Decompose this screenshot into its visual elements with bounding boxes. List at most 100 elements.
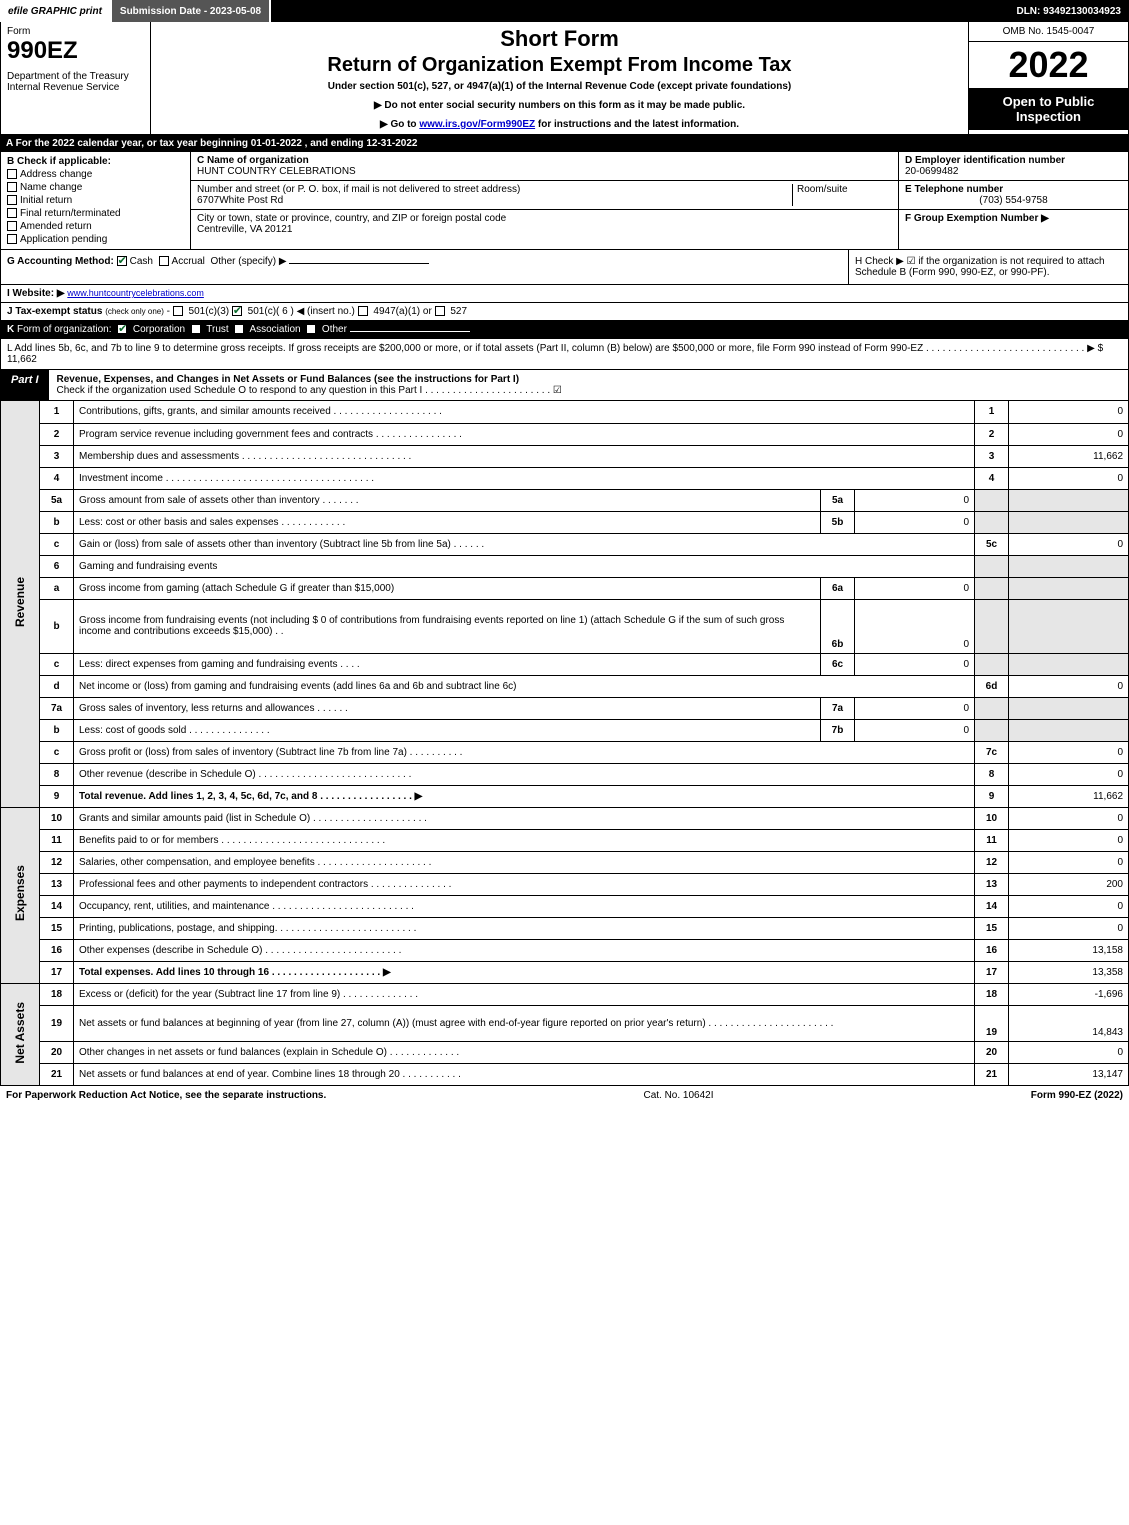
j-527-checkbox[interactable] (435, 306, 445, 316)
phone-value: (703) 554-9758 (905, 195, 1122, 206)
line-2-rn: 2 (975, 423, 1009, 445)
b-final-return[interactable]: Final return/terminated (7, 208, 184, 219)
line-6c-rshade (975, 653, 1009, 675)
line-20-rn: 20 (975, 1041, 1009, 1063)
header-left: Form 990EZ Department of the Treasury In… (1, 22, 151, 134)
line-6b-num: b (40, 599, 74, 653)
line-5c-rn: 5c (975, 533, 1009, 555)
line-6-num: 6 (40, 555, 74, 577)
b-address-change[interactable]: Address change (7, 169, 184, 180)
k-corp-checkbox[interactable] (117, 324, 127, 334)
org-address: 6707White Post Rd (197, 195, 283, 206)
line-5a-desc: Gross amount from sale of assets other t… (74, 489, 821, 511)
line-7b-desc: Less: cost of goods sold . . . . . . . .… (74, 719, 821, 741)
line-6d-num: d (40, 675, 74, 697)
section-def: D Employer identification number 20-0699… (898, 152, 1128, 249)
line-1-rn: 1 (975, 401, 1009, 423)
line-13-rn: 13 (975, 873, 1009, 895)
line-6b-sv: 0 (855, 599, 975, 653)
line-5c-desc: Gain or (loss) from sale of assets other… (74, 533, 975, 555)
irs-link[interactable]: www.irs.gov/Form990EZ (419, 119, 535, 130)
line-10-val: 0 (1009, 807, 1129, 829)
line-7a-rshade (975, 697, 1009, 719)
short-form-title: Short Form (155, 26, 964, 52)
footer-left: For Paperwork Reduction Act Notice, see … (6, 1090, 326, 1101)
form-subtitle: Under section 501(c), 527, or 4947(a)(1)… (155, 81, 964, 92)
g-accrual-checkbox[interactable] (159, 256, 169, 266)
g-label: G Accounting Method: (7, 256, 114, 267)
line-4-rn: 4 (975, 467, 1009, 489)
line-6a-sv: 0 (855, 577, 975, 599)
c-city-block: City or town, state or province, country… (191, 210, 898, 238)
line-7b-sn: 7b (821, 719, 855, 741)
b-amended-return[interactable]: Amended return (7, 221, 184, 232)
k-other-checkbox[interactable] (306, 324, 316, 334)
efile-print-label[interactable]: efile GRAPHIC print (0, 0, 112, 22)
line-5a-rvalshade (1009, 489, 1129, 511)
e-label: E Telephone number (905, 184, 1122, 195)
line-18-rn: 18 (975, 983, 1009, 1005)
line-6d-val: 0 (1009, 675, 1129, 697)
line-1-num: 1 (40, 401, 74, 423)
netassets-side-label: Net Assets (1, 983, 40, 1085)
line-12-rn: 12 (975, 851, 1009, 873)
line-6a-rshade (975, 577, 1009, 599)
line-1-desc: Contributions, gifts, grants, and simila… (74, 401, 975, 423)
line-5a-sn: 5a (821, 489, 855, 511)
c-addr-label: Number and street (or P. O. box, if mail… (197, 184, 520, 195)
line-6-rshade (975, 555, 1009, 577)
j-4947-checkbox[interactable] (358, 306, 368, 316)
note-goto: ▶ Go to www.irs.gov/Form990EZ for instru… (155, 119, 964, 130)
k-assoc-checkbox[interactable] (234, 324, 244, 334)
line-14-desc: Occupancy, rent, utilities, and maintena… (74, 895, 975, 917)
line-7a-sn: 7a (821, 697, 855, 719)
b-initial-return[interactable]: Initial return (7, 195, 184, 206)
line-8-num: 8 (40, 763, 74, 785)
line-12-num: 12 (40, 851, 74, 873)
line-6a-desc: Gross income from gaming (attach Schedul… (74, 577, 821, 599)
k-trust-checkbox[interactable] (191, 324, 201, 334)
line-7c-val: 0 (1009, 741, 1129, 763)
line-8-rn: 8 (975, 763, 1009, 785)
line-14-num: 14 (40, 895, 74, 917)
line-14-rn: 14 (975, 895, 1009, 917)
line-3-num: 3 (40, 445, 74, 467)
line-15-rn: 15 (975, 917, 1009, 939)
i-label: I Website: ▶ (7, 288, 65, 299)
b-application-pending[interactable]: Application pending (7, 234, 184, 245)
section-gh: G Accounting Method: Cash Accrual Other … (0, 250, 1129, 285)
website-link[interactable]: www.huntcountrycelebrations.com (67, 288, 204, 298)
line-17-desc: Total expenses. Add lines 10 through 16 … (74, 961, 975, 983)
footer-right: Form 990-EZ (2022) (1031, 1090, 1123, 1101)
note-goto-post: for instructions and the latest informat… (535, 119, 739, 130)
section-k: K Form of organization: Corporation Trus… (0, 321, 1129, 339)
revenue-side-label: Revenue (1, 401, 40, 807)
line-11-rn: 11 (975, 829, 1009, 851)
j-501c3-checkbox[interactable] (173, 306, 183, 316)
line-11-val: 0 (1009, 829, 1129, 851)
line-18-desc: Excess or (deficit) for the year (Subtra… (74, 983, 975, 1005)
c-city-label: City or town, state or province, country… (197, 213, 506, 224)
line-17-rn: 17 (975, 961, 1009, 983)
line-4-val: 0 (1009, 467, 1129, 489)
room-suite-label: Room/suite (797, 184, 848, 195)
g-cash-checkbox[interactable] (117, 256, 127, 266)
line-5b-sn: 5b (821, 511, 855, 533)
dln-label: DLN: 93492130034923 (1008, 0, 1129, 22)
line-21-num: 21 (40, 1063, 74, 1085)
form-header: Form 990EZ Department of the Treasury In… (0, 22, 1129, 135)
line-15-val: 0 (1009, 917, 1129, 939)
j-501c-checkbox[interactable] (232, 306, 242, 316)
note-ssn: ▶ Do not enter social security numbers o… (155, 100, 964, 111)
line-5a-num: 5a (40, 489, 74, 511)
b-name-change[interactable]: Name change (7, 182, 184, 193)
line-19-num: 19 (40, 1005, 74, 1041)
line-6c-rvalshade (1009, 653, 1129, 675)
line-7a-num: 7a (40, 697, 74, 719)
form-number: 990EZ (7, 37, 144, 65)
line-7b-num: b (40, 719, 74, 741)
section-bcdef: B Check if applicable: Address change Na… (0, 152, 1129, 250)
line-6c-sn: 6c (821, 653, 855, 675)
line-5c-val: 0 (1009, 533, 1129, 555)
line-16-val: 13,158 (1009, 939, 1129, 961)
